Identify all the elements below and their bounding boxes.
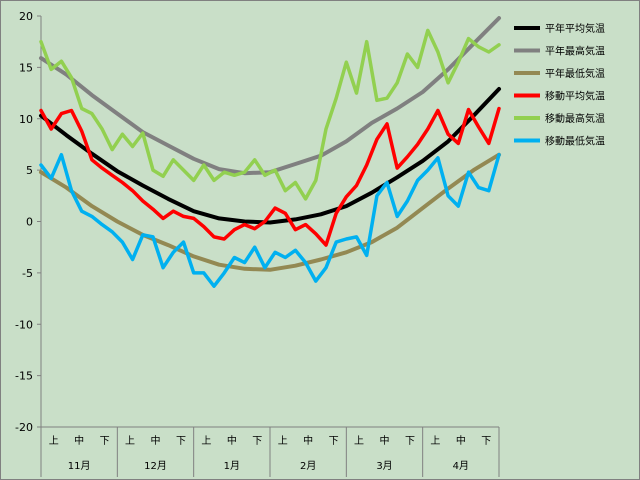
y-tick-label: -15 [15, 370, 33, 383]
x-sub-label: 下 [100, 436, 110, 447]
y-tick-label: 20 [19, 10, 33, 23]
legend-label-0: 平年平均気温 [545, 22, 605, 35]
y-tick-label: -20 [15, 421, 33, 434]
x-sub-label: 下 [176, 436, 186, 447]
x-month-label: 11月 [68, 460, 91, 472]
x-sub-label: 下 [252, 436, 262, 447]
legend-label-2: 平年最低気温 [545, 67, 605, 80]
series-line-4 [39, 28, 501, 201]
x-month-label: 12月 [144, 460, 167, 472]
y-tick-label: 0 [26, 216, 33, 229]
x-sub-label: 中 [227, 434, 237, 447]
axes: 20 15 10 5 0 -5 -10 -15 -20 上 中 下 上 中 下 上 中 下 上 中 下 上 中 下 上 中 下 11月… [15, 10, 500, 477]
legend-label-5: 移動最低気温 [545, 135, 605, 148]
x-month-label: 1月 [224, 460, 240, 472]
x-sub-label: 上 [354, 435, 364, 447]
x-sub-label: 下 [405, 436, 415, 447]
series-line-5 [39, 152, 501, 288]
series-line-2 [39, 152, 501, 272]
y-tick-label: 10 [19, 113, 33, 126]
x-sub-label: 上 [278, 435, 288, 447]
series-line-3 [39, 106, 501, 247]
x-month-label: 4月 [453, 460, 469, 472]
x-sub-label: 中 [456, 434, 466, 447]
x-month-label: 3月 [376, 460, 392, 472]
x-sub-label: 中 [74, 434, 84, 447]
x-sub-label: 下 [481, 436, 491, 447]
x-sub-label: 下 [329, 436, 339, 447]
y-tick-label: -10 [15, 318, 33, 331]
x-sub-label: 中 [380, 434, 390, 447]
y-tick-label: 5 [26, 164, 33, 177]
x-sub-label: 中 [303, 434, 313, 447]
x-sub-label: 中 [151, 434, 161, 447]
legend-label-3: 移動平均気温 [545, 90, 605, 103]
y-tick-label: -5 [22, 267, 33, 280]
x-sub-label: 上 [201, 435, 211, 447]
x-sub-label: 上 [125, 435, 135, 447]
series-line-0 [39, 87, 501, 225]
legend-label-4: 移動最高気温 [545, 112, 605, 125]
x-month-label: 2月 [300, 460, 316, 472]
legend-label-1: 平年最高気温 [545, 45, 605, 58]
x-sub-label: 上 [49, 435, 59, 447]
x-sub-label: 上 [430, 435, 440, 447]
series-group [39, 16, 501, 288]
y-tick-label: 15 [19, 61, 33, 74]
